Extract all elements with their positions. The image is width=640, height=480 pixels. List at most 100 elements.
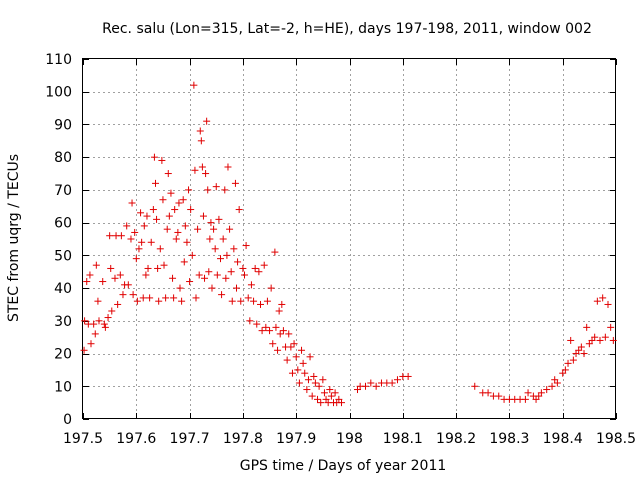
data-point xyxy=(165,212,173,220)
data-point xyxy=(212,183,220,191)
data-point xyxy=(272,323,280,331)
data-point xyxy=(215,215,223,223)
data-point xyxy=(228,297,236,305)
data-point xyxy=(155,297,163,305)
data-point xyxy=(596,336,604,344)
y-tick-label: 70 xyxy=(54,183,72,199)
data-point xyxy=(133,297,141,305)
data-point xyxy=(142,271,150,279)
data-point xyxy=(548,382,556,390)
data-point xyxy=(154,264,162,272)
data-point xyxy=(106,232,114,240)
data-point xyxy=(230,245,238,253)
data-point xyxy=(91,330,99,338)
data-point xyxy=(95,317,103,325)
data-point xyxy=(164,170,172,178)
data-point xyxy=(274,346,282,354)
data-point xyxy=(213,271,221,279)
data-point xyxy=(163,225,171,233)
data-point xyxy=(217,255,225,263)
data-point xyxy=(140,222,148,230)
data-point xyxy=(276,330,284,338)
data-point xyxy=(178,297,186,305)
data-point xyxy=(235,206,243,214)
data-point xyxy=(237,297,245,305)
data-point xyxy=(219,235,227,243)
data-point xyxy=(197,137,205,145)
data-point xyxy=(119,291,127,299)
data-point xyxy=(132,255,140,263)
data-point xyxy=(285,330,293,338)
data-point xyxy=(593,297,601,305)
data-point xyxy=(601,333,609,341)
data-point xyxy=(331,389,339,397)
x-tick-label: 198.4 xyxy=(543,431,583,447)
data-point xyxy=(294,366,302,374)
data-point xyxy=(279,327,287,335)
data-point xyxy=(100,320,108,328)
data-point xyxy=(194,225,202,233)
data-point xyxy=(156,245,164,253)
data-point xyxy=(275,307,283,315)
data-point xyxy=(564,359,572,367)
data-point xyxy=(143,212,151,220)
data-point xyxy=(211,245,219,253)
data-point xyxy=(171,206,179,214)
data-point xyxy=(301,369,309,377)
data-point xyxy=(271,248,279,256)
data-point xyxy=(204,186,212,194)
data-point xyxy=(124,281,132,289)
data-point xyxy=(198,163,206,171)
y-tick-label: 60 xyxy=(54,216,72,232)
data-point xyxy=(388,379,396,387)
data-point xyxy=(569,356,577,364)
data-point xyxy=(290,340,298,348)
data-point xyxy=(129,291,137,299)
data-point xyxy=(577,343,585,351)
data-point xyxy=(262,323,270,331)
data-point xyxy=(191,166,199,174)
y-tick-label: 90 xyxy=(54,117,72,133)
data-point xyxy=(169,274,177,282)
data-point xyxy=(180,258,188,266)
x-tick-label: 197.8 xyxy=(223,431,263,447)
data-point xyxy=(147,238,155,246)
data-point xyxy=(521,395,529,403)
data-point xyxy=(310,372,318,380)
data-point xyxy=(222,274,230,282)
data-point xyxy=(99,278,107,286)
data-point xyxy=(185,186,193,194)
data-point xyxy=(256,300,264,308)
x-tick-label: 198 xyxy=(336,431,363,447)
data-point xyxy=(187,206,195,214)
data-point xyxy=(87,340,95,348)
x-tick-label: 198.3 xyxy=(489,431,529,447)
data-point xyxy=(179,196,187,204)
data-point xyxy=(287,343,295,351)
data-point xyxy=(240,271,248,279)
data-point xyxy=(205,268,213,276)
data-point xyxy=(226,225,234,233)
y-tick-label: 40 xyxy=(54,281,72,297)
data-point xyxy=(580,350,588,358)
data-point xyxy=(183,238,191,246)
x-tick-label: 197.7 xyxy=(170,431,210,447)
data-point xyxy=(393,376,401,384)
data-point xyxy=(104,314,112,322)
data-point xyxy=(83,278,91,286)
data-point xyxy=(495,392,503,400)
data-point xyxy=(135,245,143,253)
data-point xyxy=(117,232,125,240)
data-point xyxy=(207,219,215,227)
data-point xyxy=(153,215,161,223)
data-point xyxy=(221,186,229,194)
data-point xyxy=(306,353,314,361)
data-point xyxy=(159,196,167,204)
data-point xyxy=(181,222,189,230)
data-point xyxy=(250,297,258,305)
data-point xyxy=(233,284,241,292)
data-point xyxy=(327,392,335,400)
data-point xyxy=(127,235,135,243)
data-point xyxy=(372,382,380,390)
